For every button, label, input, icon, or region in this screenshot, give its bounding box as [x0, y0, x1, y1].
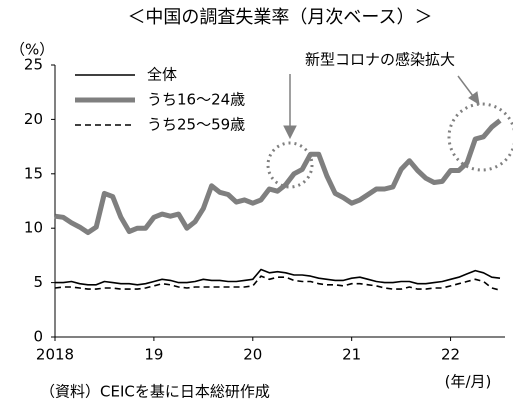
- legend-label: うち16～24歳: [147, 91, 245, 109]
- highlight-circle: [447, 102, 513, 172]
- arrow-head: [468, 91, 480, 105]
- x-tick-label: 21: [342, 346, 361, 364]
- x-tick-label: 2018: [36, 346, 74, 364]
- series-line: [55, 268, 501, 286]
- series-line: [54, 275, 501, 291]
- arrow-head: [283, 125, 297, 140]
- x-tick-label: 19: [144, 346, 163, 364]
- chart-title: ＜中国の調査失業率（月次ベース）＞: [127, 7, 432, 28]
- x-unit: (年/月): [445, 373, 492, 391]
- annotation-marks: [266, 74, 513, 189]
- legend-label: 全体: [147, 66, 177, 84]
- legend-label: うち25～59歳: [147, 116, 245, 134]
- highlight-circle: [266, 141, 314, 189]
- y-unit: （%）: [10, 41, 54, 59]
- annotation: 新型コロナの感染拡大: [305, 51, 455, 69]
- x-tick-label: 20: [243, 346, 262, 364]
- y-tick-label: 5: [33, 273, 43, 291]
- y-tick-label: 25: [24, 56, 43, 74]
- y-tick-label: 15: [24, 164, 43, 182]
- x-tick-label: 22: [441, 346, 460, 364]
- series-line: [54, 118, 502, 236]
- y-tick-label: 10: [24, 219, 43, 237]
- y-tick-label: 20: [24, 110, 43, 128]
- source: （資料）CEICを基に日本総研作成: [40, 383, 270, 401]
- y-tick-label: 0: [33, 328, 43, 346]
